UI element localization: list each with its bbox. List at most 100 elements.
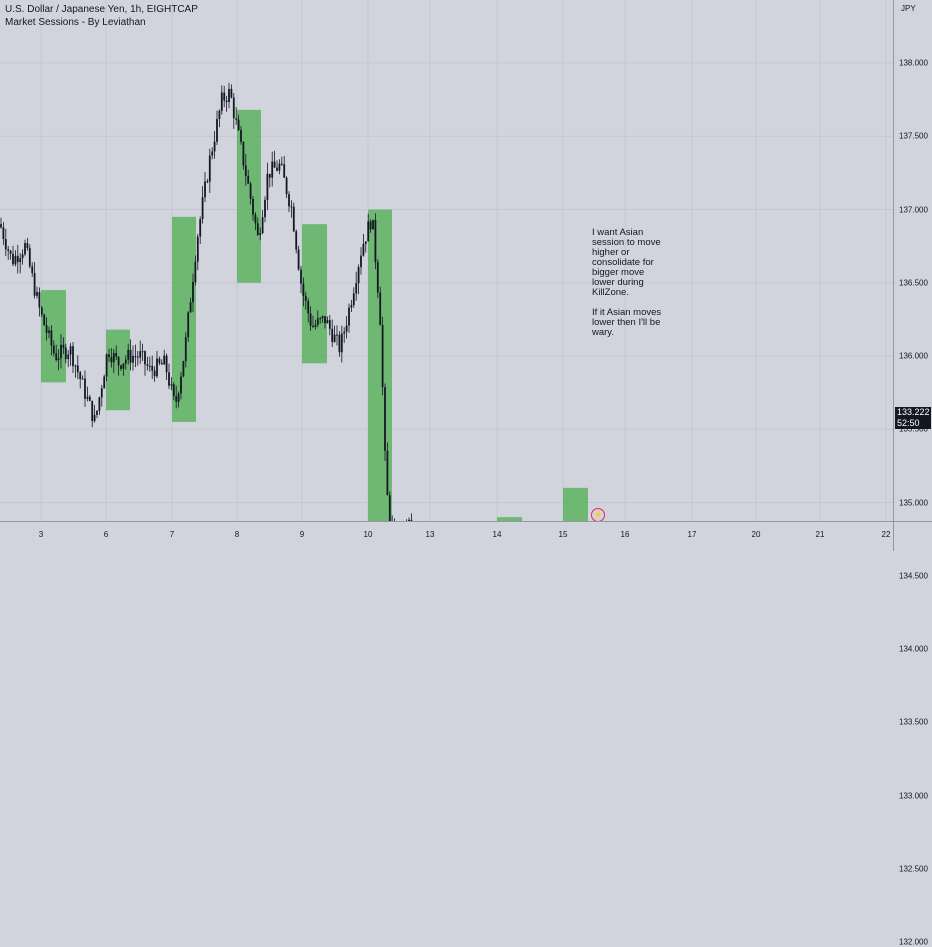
candle-body [194,261,197,282]
candle-body [134,356,137,358]
candle-body [295,231,298,250]
candle-body [369,221,372,230]
candle-body [182,361,185,377]
candle-body [374,219,377,263]
candle-body [292,206,295,232]
time-tick-label: 17 [687,530,697,539]
note-line-2: If it Asian moves lower then I'll be war… [592,307,662,338]
time-scale[interactable]: 3 6 7 8 9 10 13 14 15 16 17 20 21 22 [0,521,893,551]
candle-body [146,364,149,366]
candle-body [350,305,353,308]
candle-body [242,141,245,166]
candle-body [302,283,305,296]
candle-body [283,164,286,178]
candle-body [112,352,115,363]
candle-body [352,293,355,306]
scale-corner[interactable] [893,521,932,551]
candle-body [254,214,257,224]
time-tick-label: 14 [492,530,502,539]
candle-body [141,351,144,353]
candle-body [88,396,91,401]
candle-body [225,100,228,103]
candle-body [36,292,38,296]
candle-body [319,318,322,320]
candle-body [69,346,72,355]
candle-body [213,141,216,152]
time-tick-label: 15 [558,530,568,539]
session-box [106,329,130,411]
candle-body [372,219,374,230]
candle-body [232,97,235,119]
price-tick-label: 136.500 [899,278,928,288]
candle-body [218,110,221,119]
candle-body [120,365,122,369]
candle-body [256,223,259,235]
candle-body [148,365,151,367]
candle-body [52,345,55,354]
candle-body [240,129,242,142]
candle-body [24,243,26,255]
price-chart[interactable] [0,0,893,521]
time-tick-label: 3 [38,530,44,539]
session-box [368,209,392,521]
time-tick-label: 8 [234,530,240,539]
candle-body [16,255,19,263]
indicator-title[interactable]: Market Sessions - By Leviathan [5,17,146,28]
candle-body [220,92,223,111]
session-box [563,487,588,521]
candle-body [122,363,125,369]
candle-body [271,161,274,178]
price-tick-label: 138.000 [899,58,928,68]
candle-body [124,359,127,364]
candle-body [108,354,110,358]
candle-body [187,312,190,338]
candle-body [321,316,324,319]
candle-body [144,351,146,365]
note-line-1: I want Asian session to move higher or c… [592,227,661,298]
candle-body [379,292,382,326]
candle-body [33,272,36,296]
session-box [41,290,66,383]
candle-body [333,334,336,342]
candle-body [408,519,410,521]
candle-body [312,325,314,327]
lightning-icon[interactable]: ⚡ [591,508,605,521]
time-tick-label: 22 [881,530,891,539]
candle-body [172,384,175,397]
candle-body [264,199,266,218]
candle-body [43,314,46,326]
candle-body [170,384,173,386]
time-tick-label: 10 [363,530,373,539]
symbol-title[interactable]: U.S. Dollar / Japanese Yen, 1h, EIGHTCAP [5,4,198,15]
candle-body [360,255,362,268]
candle-body [314,324,317,327]
candle-body [117,356,120,366]
candle-body [388,495,391,521]
candle-body [79,372,82,380]
price-scale[interactable]: JPY 138.500138.000137.500137.000136.5001… [893,0,932,947]
candle-body [110,357,113,363]
candle-body [297,249,300,270]
candle-body [199,219,202,237]
candle-body [76,365,79,373]
time-tick-label: 7 [169,530,175,539]
time-tick-label: 6 [103,530,109,539]
chart-pane[interactable]: U.S. Dollar / Japanese Yen, 1h, EIGHTCAP… [0,0,893,521]
candle-body [230,88,233,98]
candle-body [278,163,281,171]
candle-body [151,365,154,371]
candle-body [115,352,118,357]
candle-body [206,181,209,183]
session-box [172,216,196,422]
candle-body [84,378,86,399]
candle-body [4,239,7,250]
candle-body [345,325,348,332]
candle-body [252,198,254,215]
candle-body [285,177,288,195]
candle-body [348,307,350,326]
candle-body [163,355,166,365]
time-tick-label: 20 [751,530,761,539]
candle-body [129,349,132,363]
candle-body [288,194,290,207]
candle-body [324,316,326,324]
